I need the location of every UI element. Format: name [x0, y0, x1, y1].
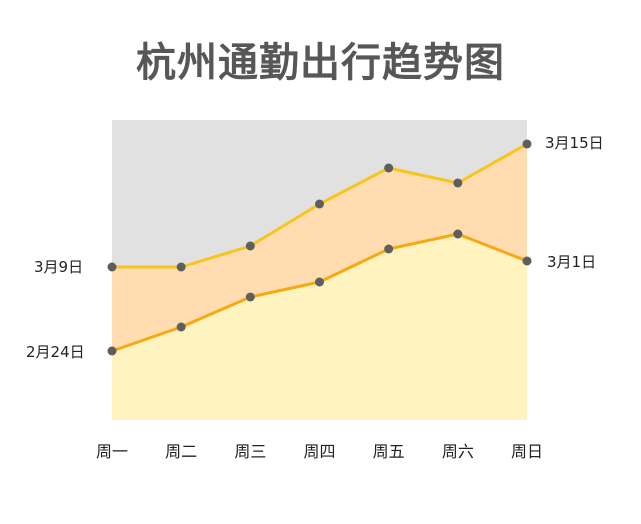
chart-title: 杭州通勤出行趋势图	[136, 40, 505, 86]
x-tick-label-4: 周五	[373, 442, 405, 461]
point-lower-0	[107, 346, 117, 356]
x-tick-label-5: 周六	[442, 442, 474, 461]
point-lower-5	[453, 229, 463, 239]
label-right-upper: 3月15日	[545, 134, 604, 152]
x-tick-label-3: 周四	[303, 442, 335, 461]
x-tick-label-0: 周一	[96, 442, 128, 461]
point-upper-2	[245, 241, 255, 251]
point-upper-0	[107, 262, 117, 272]
point-upper-5	[453, 178, 463, 188]
x-tick-label-1: 周二	[165, 442, 197, 461]
point-lower-4	[384, 244, 394, 254]
point-upper-6	[522, 139, 532, 149]
x-tick-label-2: 周三	[234, 442, 266, 461]
label-left-upper: 3月9日	[34, 258, 83, 276]
point-lower-6	[522, 256, 532, 266]
area-lower	[112, 234, 527, 420]
x-tick-labels: 周一 周二 周三 周四 周五 周六 周日	[96, 442, 543, 461]
point-lower-2	[245, 292, 255, 302]
markers	[107, 139, 532, 356]
point-lower-1	[176, 322, 186, 332]
label-left-lower: 2月24日	[26, 343, 85, 361]
point-upper-4	[384, 163, 394, 173]
point-lower-3	[315, 277, 324, 287]
point-upper-1	[176, 262, 186, 272]
point-upper-3	[315, 199, 324, 209]
x-tick-label-6: 周日	[511, 442, 543, 461]
label-right-lower: 3月1日	[547, 253, 596, 271]
